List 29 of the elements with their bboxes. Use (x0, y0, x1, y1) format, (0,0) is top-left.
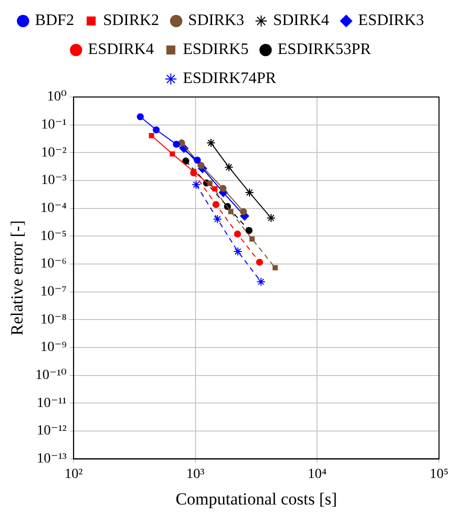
legend-label: ESDIRK5 (182, 41, 249, 58)
y-tick-label: 10⁻³ (41, 173, 67, 188)
y-tick-label: 10⁻⁵ (40, 228, 67, 244)
y-tick-label: 10⁻¹² (36, 424, 67, 439)
y-tick-label: 10⁻⁴ (40, 200, 67, 216)
legend-label: SDIRK3 (188, 12, 244, 30)
x-axis-title: Computational costs [s] (176, 489, 338, 508)
y-tick-label: 10⁻¹¹ (36, 396, 67, 411)
x-tick-label: 10⁴ (308, 466, 327, 482)
legend-label: BDF2 (35, 12, 74, 30)
legend-label: ESDIRK74PR (182, 70, 277, 88)
x-tick-label: 10² (64, 466, 83, 482)
legend-label: SDIRK2 (103, 12, 160, 30)
legend-label: ESDIRK53PR (278, 41, 372, 58)
x-tick-label: 10³ (186, 466, 204, 482)
y-axis-title: Relative error [-] (8, 220, 27, 336)
legend-label: ESDIRK4 (88, 41, 154, 58)
y-tick-label: 10⁻¹⁰ (35, 368, 67, 383)
y-tick-label: 10⁻⁶ (40, 256, 67, 272)
y-tick-label: 10⁻⁸ (40, 312, 67, 328)
y-tick-label: 10⁻⁹ (40, 340, 67, 356)
legend-label: ESDIRK3 (358, 12, 424, 30)
y-tick-label: 10⁻² (41, 145, 67, 160)
y-tick-label: 10⁻¹ (41, 118, 67, 133)
y-tick-label: 10⁻⁷ (40, 284, 67, 300)
legend-label: SDIRK4 (273, 12, 330, 30)
y-tick-label: 10⁰ (46, 90, 67, 105)
y-tick-label: 10⁻¹³ (36, 451, 67, 466)
x-tick-label: 10⁵ (430, 466, 449, 482)
